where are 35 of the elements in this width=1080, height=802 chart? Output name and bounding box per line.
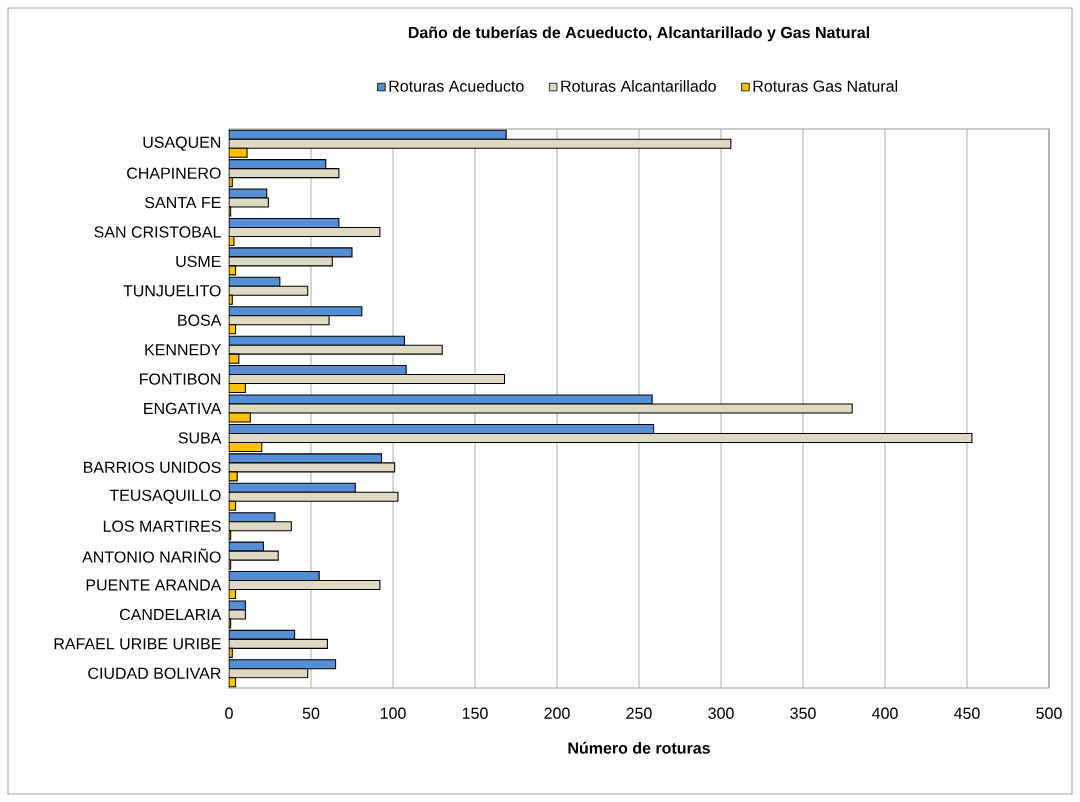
y-tick-label: ENGATIVA — [144, 402, 222, 415]
y-tick-label: ANTONIO NARIÑO — [82, 548, 221, 563]
y-tick-label: PUENTE ARANDA — [86, 579, 222, 591]
x-tick-label: 400 — [872, 707, 898, 719]
x-axis-title: Número de roturas — [568, 741, 710, 754]
y-tick-label: USAQUEN — [143, 136, 221, 151]
y-tick-label: BARRIOS UNIDOS — [84, 461, 221, 473]
y-tick-label: TEUSAQUILLO — [109, 489, 221, 504]
y-tick-label: USME — [176, 255, 221, 268]
x-tick-label: 200 — [544, 707, 570, 719]
x-tick-label: 250 — [626, 707, 652, 719]
y-tick-label: CHAPINERO — [127, 167, 221, 179]
chart-title: Daño de tuberías de Acueducto, Alcantarillado y Gas Natural — [408, 26, 870, 42]
y-tick-label: CIUDAD BOLIVAR — [88, 667, 221, 679]
x-tick-label: 150 — [462, 707, 488, 719]
y-tick-label: SAN CRISTOBAL — [94, 226, 221, 238]
legend-label: Roturas Acueducto — [389, 80, 524, 92]
y-tick-label: TUNJUELITO — [123, 285, 221, 297]
x-tick-label: 500 — [1036, 707, 1062, 719]
y-tick-label: BOSA — [178, 314, 222, 326]
x-tick-label: 450 — [954, 707, 980, 719]
x-tick-label: 350 — [790, 707, 816, 719]
y-tick-label: LOS MARTIRES — [103, 520, 221, 532]
y-tick-label: FONTIBON — [140, 373, 221, 385]
y-tick-label: KENNEDY — [145, 344, 222, 356]
x-tick-label: 300 — [708, 707, 734, 719]
x-tick-label: 0 — [225, 707, 233, 719]
y-tick-label: SANTA FE — [145, 196, 221, 209]
legend-label: Roturas Gas Natural — [753, 80, 898, 92]
y-tick-label: RAFAEL URIBE URIBE — [54, 638, 221, 650]
legend-label: Roturas Alcantarillado — [561, 80, 716, 92]
y-tick-label: SUBA — [178, 432, 222, 444]
x-tick-label: 100 — [380, 707, 406, 719]
x-tick-label: 50 — [302, 707, 320, 719]
y-tick-label: CANDELARIA — [119, 608, 222, 621]
